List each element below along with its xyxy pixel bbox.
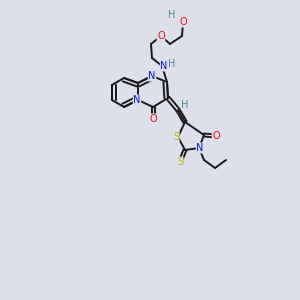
Text: N: N — [196, 143, 204, 153]
Text: S: S — [177, 157, 183, 167]
Text: N: N — [148, 71, 156, 81]
Text: H: H — [181, 100, 189, 110]
Text: O: O — [157, 31, 165, 41]
Text: S: S — [173, 132, 179, 142]
Text: O: O — [179, 17, 187, 27]
Text: N: N — [160, 61, 168, 71]
Text: N: N — [133, 95, 141, 105]
Text: H: H — [168, 59, 176, 69]
Text: O: O — [149, 114, 157, 124]
Text: O: O — [212, 131, 220, 141]
Text: H: H — [168, 10, 176, 20]
